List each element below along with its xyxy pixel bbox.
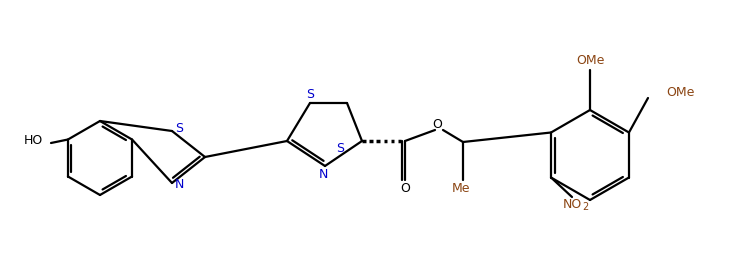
Text: N: N (319, 168, 328, 180)
Text: S: S (306, 88, 314, 100)
Text: O: O (400, 182, 410, 194)
Text: OMe: OMe (666, 87, 694, 99)
Text: Me: Me (452, 182, 471, 194)
Text: 2: 2 (582, 202, 588, 212)
Text: S: S (336, 141, 344, 155)
Text: NO: NO (562, 197, 582, 210)
Text: O: O (432, 118, 442, 132)
Text: HO: HO (24, 135, 43, 147)
Text: OMe: OMe (576, 54, 604, 67)
Text: N: N (174, 179, 184, 191)
Text: S: S (175, 121, 183, 135)
